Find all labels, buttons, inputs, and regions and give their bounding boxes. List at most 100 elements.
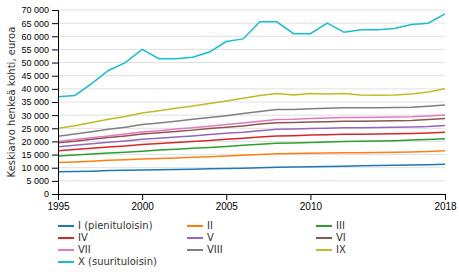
series-line [58, 105, 445, 136]
legend-swatch [58, 225, 74, 227]
tick-label: 2000 [132, 201, 155, 212]
tick-mark [226, 194, 227, 200]
tick: 2005 [216, 194, 239, 212]
tick: 15 000 [21, 150, 58, 160]
tick-label: 40 000 [21, 84, 49, 94]
tick-label: 0 [44, 189, 49, 199]
tick: 1995 [47, 194, 70, 212]
tick: 50 000 [21, 58, 58, 68]
tick-mark [52, 36, 58, 37]
tick: 55 000 [21, 45, 58, 55]
tick-label: 30 000 [21, 111, 49, 121]
tick-label: 5 000 [26, 176, 49, 186]
legend-swatch [187, 225, 203, 227]
legend-item: V [187, 232, 214, 243]
tick: 65 000 [21, 19, 58, 29]
tick-mark [52, 115, 58, 116]
tick-label: 60 000 [21, 32, 49, 42]
legend-label: IX [336, 244, 346, 255]
tick-mark [52, 194, 58, 195]
axis-line [59, 195, 446, 201]
tick-label: 2018 [434, 201, 457, 212]
legend-swatch [187, 237, 203, 239]
grid-line [58, 36, 445, 37]
legend-item: VII [58, 244, 91, 255]
x-axis: 1995 2000 2005 2010 2018 [47, 194, 457, 212]
grid-line [58, 115, 445, 116]
grid-line [58, 10, 445, 11]
tick-mark [52, 168, 58, 169]
legend-label: I (pienituloisin) [78, 220, 153, 231]
tick-label: 65 000 [21, 19, 49, 29]
tick: 30 000 [21, 111, 58, 121]
grid-line [58, 75, 445, 76]
legend-swatch [58, 237, 74, 239]
y-axis-title: Keskiarvo henkeä kohti, euroa [6, 27, 17, 178]
chart: 1995 2000 2005 2010 2018 0 5 000 10 000 15 000 20… [0, 0, 459, 272]
tick-label: 1995 [47, 201, 70, 212]
tick-label: 15 000 [21, 150, 49, 160]
legend-label: II [207, 220, 213, 231]
tick-mark [52, 49, 58, 50]
tick-label: 55 000 [21, 45, 49, 55]
tick: 35 000 [21, 97, 58, 107]
tick-mark [52, 181, 58, 182]
tick-mark [52, 128, 58, 129]
tick-mark [52, 76, 58, 77]
grid-line [58, 62, 445, 63]
grid-line [58, 180, 445, 181]
tick: 2010 [300, 194, 323, 212]
legend-label: III [336, 220, 345, 231]
tick-mark [52, 102, 58, 103]
tick-mark [52, 63, 58, 64]
series-line [58, 164, 445, 171]
grid-line [58, 23, 445, 24]
tick-label: 20 000 [21, 137, 49, 147]
legend-swatch [58, 249, 74, 251]
tick-label: 45 000 [21, 71, 49, 81]
tick-mark [52, 89, 58, 90]
y-axis: 0 5 000 10 000 15 000 20 000 25 000 30 000 35 0… [21, 5, 58, 199]
series-line [58, 89, 445, 128]
tick-mark [52, 141, 58, 142]
legend-item: X (suurituloisin) [58, 256, 157, 267]
tick-label: 2005 [216, 201, 239, 212]
legend-swatch [316, 249, 332, 251]
legend-label: X (suurituloisin) [78, 256, 157, 267]
tick-label: 50 000 [21, 58, 49, 68]
lines [58, 14, 445, 172]
tick-mark [310, 194, 311, 200]
tick-mark [52, 23, 58, 24]
tick-mark [52, 155, 58, 156]
tick-label: 25 000 [21, 124, 49, 134]
legend: I (pienituloisin)IIIIIIVVVIVIIVIIIIXX (s… [58, 220, 346, 267]
grid [58, 10, 445, 194]
tick: 20 000 [21, 137, 58, 147]
plot: 1995 2000 2005 2010 2018 0 5 000 10 000 15 000 20… [21, 5, 457, 212]
legend-item: IX [316, 244, 346, 255]
legend-item: IV [58, 232, 88, 243]
tick: 2018 [434, 194, 457, 212]
legend-item: VIII [187, 244, 223, 255]
legend-label: VII [78, 244, 91, 255]
legend-swatch [316, 237, 332, 239]
tick-label: 35 000 [21, 97, 49, 107]
legend-label: VI [336, 232, 346, 243]
legend-label: VIII [207, 244, 223, 255]
series-line [58, 14, 445, 97]
tick-label: 10 000 [21, 163, 49, 173]
legend-item: VI [316, 232, 346, 243]
tick: 0 [44, 189, 58, 199]
tick: 5 000 [26, 176, 58, 186]
legend-item: II [187, 220, 213, 231]
legend-swatch [316, 225, 332, 227]
tick-label: 70 000 [21, 5, 49, 15]
legend-swatch [187, 249, 203, 251]
tick: 70 000 [21, 5, 58, 15]
tick-mark [445, 194, 446, 200]
tick: 40 000 [21, 84, 58, 94]
tick-mark [142, 194, 143, 200]
legend-label: IV [78, 232, 88, 243]
tick: 25 000 [21, 124, 58, 134]
grid-line [58, 102, 445, 103]
